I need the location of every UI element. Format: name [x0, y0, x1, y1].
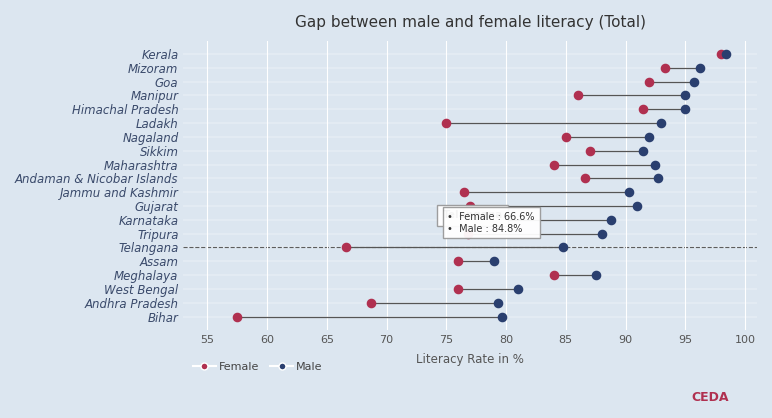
Point [693, 64, 706, 71]
Point [571, 92, 584, 99]
Point [458, 217, 470, 223]
Point [462, 230, 474, 237]
Point [488, 258, 500, 265]
Point [605, 217, 618, 223]
Point [547, 161, 560, 168]
Point [643, 78, 655, 85]
Point [464, 203, 476, 209]
Text: •  Female : 66.6%
•  Male : 84.8%: • Female : 66.6% • Male : 84.8% [448, 212, 535, 234]
Point [452, 285, 465, 292]
Text: Telangana: Telangana [442, 211, 503, 220]
Point [631, 203, 644, 209]
Legend: Female, Male: Female, Male [189, 357, 327, 376]
Point [584, 148, 596, 154]
Point [365, 299, 378, 306]
Point [547, 272, 560, 278]
Point [231, 313, 243, 320]
Point [560, 134, 572, 140]
Point [655, 120, 668, 127]
Point [458, 189, 470, 196]
Point [492, 299, 504, 306]
Point [340, 244, 352, 251]
Point [579, 175, 591, 182]
Point [643, 134, 655, 140]
Point [496, 313, 509, 320]
Point [623, 189, 635, 196]
Text: CEDA: CEDA [692, 391, 729, 404]
Point [452, 258, 465, 265]
Point [512, 285, 524, 292]
Point [590, 272, 602, 278]
Point [688, 78, 700, 85]
Point [720, 51, 732, 57]
Point [638, 148, 650, 154]
Point [649, 161, 662, 168]
Point [679, 92, 692, 99]
Point [638, 106, 650, 112]
Point [652, 175, 664, 182]
Point [659, 64, 671, 71]
Point [679, 106, 692, 112]
Point [715, 51, 727, 57]
Title: Gap between male and female literacy (Total): Gap between male and female literacy (To… [295, 15, 645, 30]
Point [595, 230, 608, 237]
Point [557, 244, 570, 251]
X-axis label: Literacy Rate in %: Literacy Rate in % [416, 353, 524, 366]
Point [440, 120, 452, 127]
